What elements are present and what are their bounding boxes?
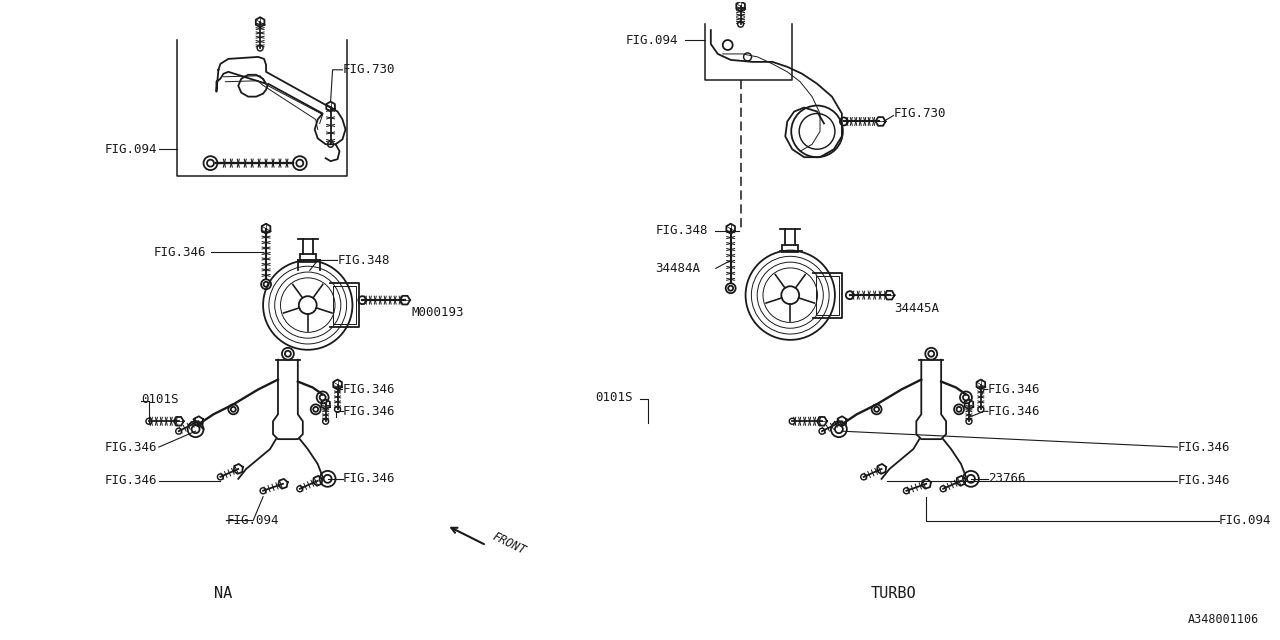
Text: 0101S: 0101S bbox=[595, 391, 634, 404]
Text: NA: NA bbox=[214, 586, 233, 600]
Text: 34484A: 34484A bbox=[655, 262, 700, 275]
Text: FIG.346: FIG.346 bbox=[104, 440, 156, 454]
Text: FIG.348: FIG.348 bbox=[655, 224, 708, 237]
Text: FIG.346: FIG.346 bbox=[104, 474, 156, 487]
Text: FIG.346: FIG.346 bbox=[988, 383, 1041, 396]
Text: FIG.346: FIG.346 bbox=[343, 405, 396, 418]
Text: TURBO: TURBO bbox=[870, 586, 916, 600]
Text: FIG.346: FIG.346 bbox=[343, 472, 396, 485]
Text: FIG.346: FIG.346 bbox=[988, 405, 1041, 418]
Text: FIG.346: FIG.346 bbox=[1178, 474, 1230, 487]
Text: 34445A: 34445A bbox=[895, 301, 940, 315]
Text: FIG.094: FIG.094 bbox=[227, 514, 279, 527]
Text: FIG.346: FIG.346 bbox=[154, 246, 206, 259]
Text: 23766: 23766 bbox=[988, 472, 1025, 485]
Text: FIG.348: FIG.348 bbox=[338, 254, 390, 267]
Text: 0101S: 0101S bbox=[141, 393, 178, 406]
Bar bbox=[782, 244, 799, 253]
Text: FIG.730: FIG.730 bbox=[893, 107, 946, 120]
Text: FRONT: FRONT bbox=[490, 530, 529, 557]
Text: FIG.730: FIG.730 bbox=[343, 63, 396, 76]
Text: FIG.346: FIG.346 bbox=[343, 383, 396, 396]
Text: A348001106: A348001106 bbox=[1188, 612, 1258, 626]
Bar bbox=[300, 255, 316, 262]
Text: FIG.346: FIG.346 bbox=[1178, 440, 1230, 454]
Text: FIG.094: FIG.094 bbox=[626, 33, 678, 47]
Text: M000193: M000193 bbox=[412, 305, 465, 319]
Text: FIG.094: FIG.094 bbox=[1219, 514, 1271, 527]
Text: FIG.094: FIG.094 bbox=[104, 143, 156, 156]
